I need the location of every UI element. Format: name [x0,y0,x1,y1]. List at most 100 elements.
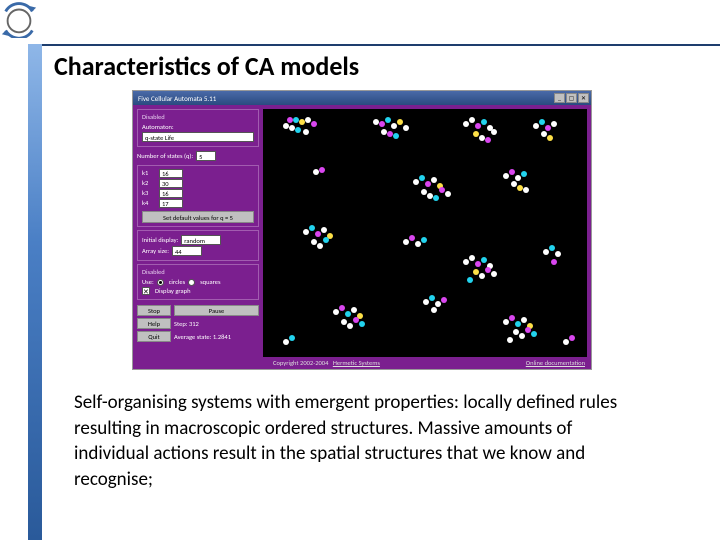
cell [513,329,519,335]
copyright-text: Copyright 2002-2004 [273,359,328,367]
automaton-panel: Disabled Automaton: q-state Life [137,109,259,147]
cell [421,237,427,243]
cell [391,123,397,129]
cell [333,309,339,315]
cell [421,189,427,195]
cell [341,319,347,325]
close-button[interactable]: ✕ [578,93,589,103]
quit-button[interactable]: Quit [137,331,171,342]
cell [511,181,517,187]
cell [317,243,323,249]
cell [525,327,531,333]
cell [283,339,289,345]
slide-logo [0,0,38,38]
titlebar: Five Cellular Automata 5.11 _ ▢ ✕ [133,91,591,105]
squares-radio[interactable] [188,279,195,286]
app-footer: Copyright 2002-2004 Hermetic Systems Onl… [267,357,591,369]
cell [385,117,391,123]
cell [419,175,425,181]
cell [481,257,487,263]
cell [353,317,359,323]
display-graph-checkbox[interactable] [142,287,150,295]
cell [309,225,315,231]
cell [467,277,473,283]
cell [439,187,445,193]
cell [431,177,437,183]
automaton-canvas [263,109,587,357]
doc-link[interactable]: Online documentation [526,359,585,367]
cell [491,129,497,135]
cell [397,119,403,125]
cell [509,315,515,321]
cell [549,245,555,251]
cell [543,249,549,255]
cell [555,251,561,257]
k1-label: k1 [142,169,156,178]
maximize-button[interactable]: ▢ [566,93,577,103]
cell [311,121,317,127]
squares-label: squares [200,278,220,286]
cell [481,119,487,125]
cell [423,299,429,305]
cell [469,255,475,261]
cell [523,187,529,193]
cell [533,123,539,129]
cell [295,127,301,133]
cell [339,305,345,311]
cell [409,235,415,241]
help-button[interactable]: Help [137,318,171,329]
cell [473,269,479,275]
ca-app-window: Five Cellular Automata 5.11 _ ▢ ✕ Disabl… [132,90,592,370]
k4-field[interactable]: 17 [159,199,183,208]
body-text-box: Self-organising systems with emergent pr… [60,380,660,520]
k2-field[interactable]: 30 [159,179,183,188]
k1-field[interactable]: 16 [159,169,183,178]
left-accent-stripe [28,44,42,540]
k3-label: k3 [142,189,156,198]
cell [507,337,513,343]
cell [441,297,447,303]
cell [503,319,509,325]
cell [319,167,325,173]
cell [475,123,481,129]
cell [491,271,497,277]
cell [303,129,309,135]
use-label: Use: [142,278,154,286]
num-states-field[interactable]: 5 [196,151,216,161]
minimize-button[interactable]: _ [554,93,565,103]
k3-field[interactable]: 16 [159,189,183,198]
cell [547,135,553,141]
cell [551,121,557,127]
stop-button[interactable]: Stop [137,305,171,316]
cell [359,321,365,327]
cell [347,323,353,329]
k4-label: k4 [142,199,156,208]
window-title: Five Cellular Automata 5.11 [135,94,216,103]
cell [429,295,435,301]
pause-button[interactable]: Pause [174,305,259,316]
cell [503,173,509,179]
k2-label: k2 [142,179,156,188]
cell [479,273,485,279]
cell [305,117,311,123]
cell [315,231,321,237]
initial-display-select[interactable]: random [181,235,221,245]
array-size-label: Array size: [142,247,169,255]
circles-label: circles [169,278,185,286]
render-disabled-label: Disabled [142,268,254,276]
cell [345,311,351,317]
automaton-select[interactable]: q-state Life [142,132,254,142]
cell [425,181,431,187]
set-defaults-button[interactable]: Set default values for q = 5 [142,211,254,223]
circles-radio[interactable] [157,279,164,286]
automaton-label: Automaton: [142,123,254,131]
initial-display-label: Initial display: [142,236,178,244]
array-size-select[interactable]: 44 [172,246,202,256]
cell [415,241,421,247]
cell [303,229,309,235]
cell [473,131,479,137]
render-panel: Disabled Use: circles squares Display gr… [137,264,259,300]
cell [469,117,475,123]
company-link[interactable]: Hermetic Systems [333,359,380,367]
cell [521,317,527,323]
